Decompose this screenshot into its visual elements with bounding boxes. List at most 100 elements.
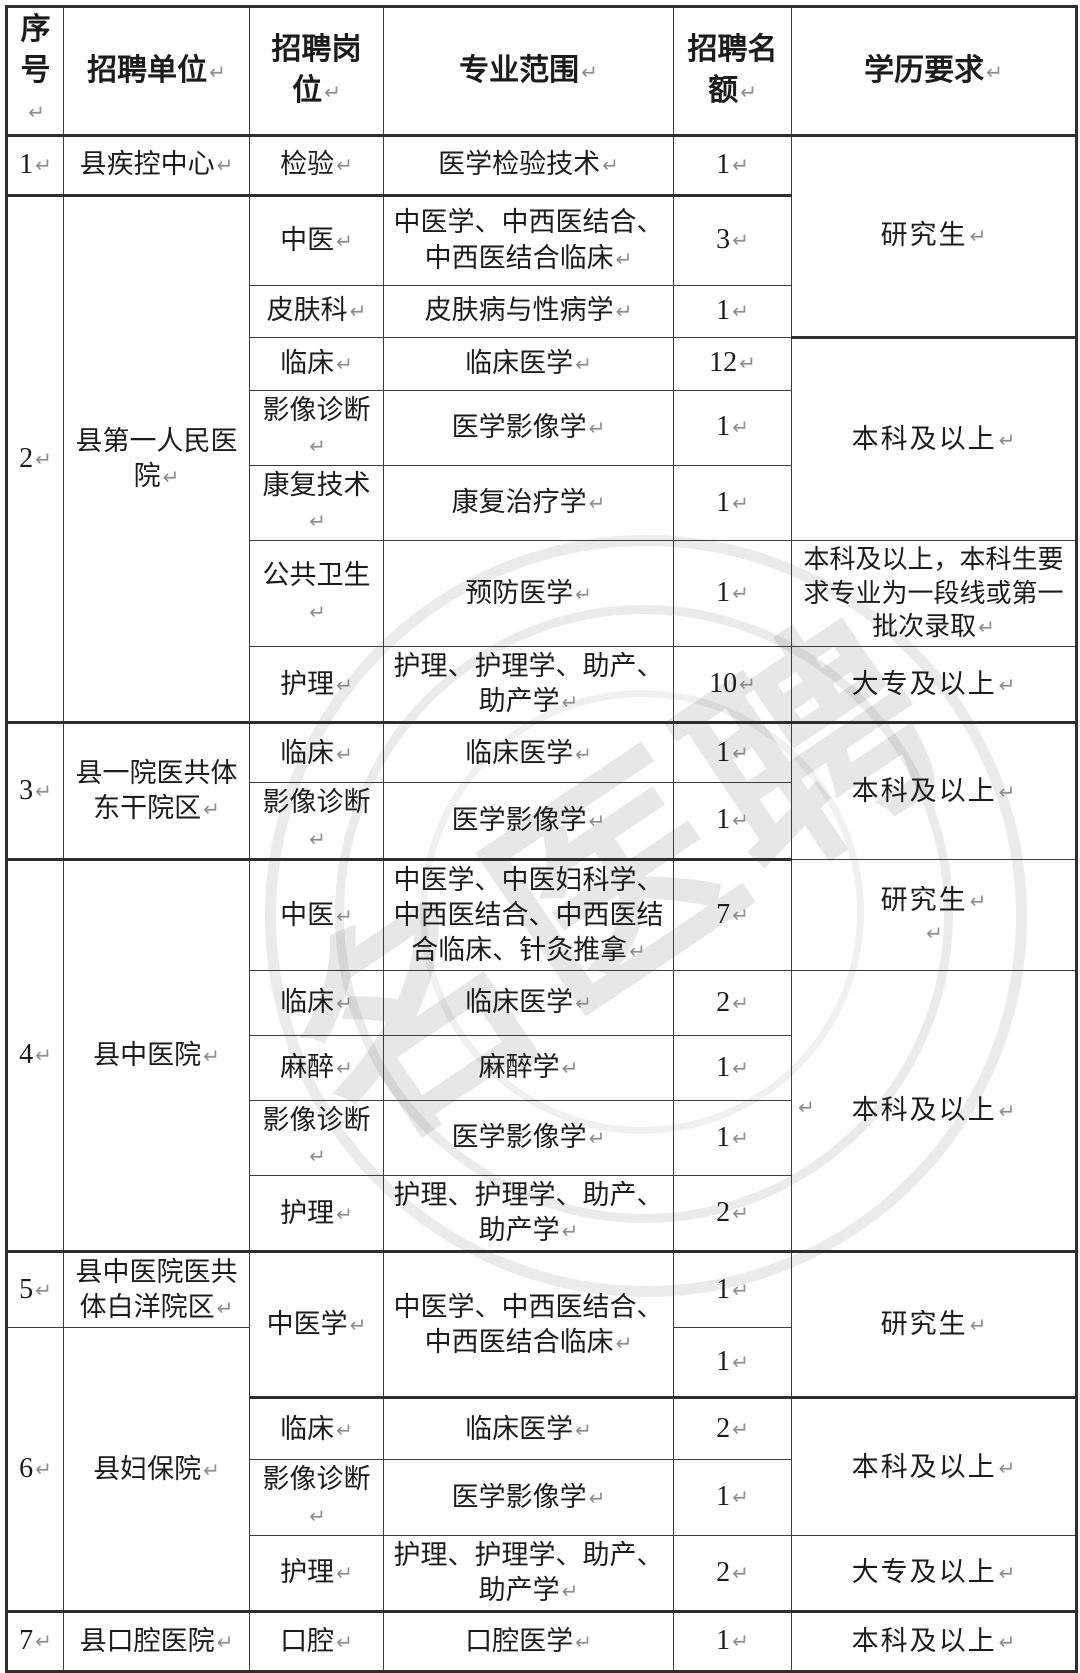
return-mark: ↵: [998, 672, 1016, 697]
quota-cell: 1 ↵: [673, 722, 792, 784]
quota-cell: 1 ↵: [673, 1459, 792, 1536]
return-mark: ↵: [732, 741, 749, 766]
unit-cell: 县中医院 ↵: [63, 858, 250, 1254]
cell-text: 临床: [280, 737, 335, 768]
table-row: 护理 ↵ 护理、护理学、助产、助产学 ↵ 10 ↵ 大专及以上 ↵: [7, 646, 1077, 725]
requirement-cell: 研究生 ↵: [791, 134, 1077, 339]
requirement-cell: 本科及以上 ↵: [791, 722, 1077, 860]
cell-text: 1: [716, 1481, 731, 1513]
quota-cell: 2 ↵: [673, 1175, 792, 1254]
return-mark: ↵: [35, 1043, 52, 1068]
cell-text: 预防医学: [465, 578, 574, 609]
cell-text: 本科及以上: [851, 1625, 997, 1656]
return-mark: ↵: [732, 1560, 749, 1585]
cell-text: 招聘名额: [687, 33, 778, 107]
cell-text: 研究生: [880, 885, 968, 916]
cell-text: 影像诊断: [262, 1464, 371, 1495]
table-header-row: 序号↵ 招聘单位 ↵ 招聘岗位 ↵ 专业范围 ↵ 招聘名额 ↵ 学历要求 ↵: [6, 6, 1077, 137]
cell-text: 中医学、中西医结合、中西医结合临床: [393, 207, 664, 273]
position-cell: 临床 ↵: [249, 969, 384, 1036]
cell-text: 2: [19, 442, 34, 474]
return-mark: ↵: [732, 490, 749, 515]
cell-text: 皮肤病与性病学: [424, 295, 614, 326]
return-mark: ↵: [309, 826, 326, 851]
position-cell: 影像诊断 ↵: [249, 782, 384, 861]
majors-cell: 预防医学 ↵: [383, 539, 674, 648]
page: 名医聘 序号↵ 招聘单位 ↵ 招聘岗位 ↵ 专业范围 ↵ 招聘名额 ↵ 学历要求 ↵ 1 ↵…: [5, 5, 1078, 1673]
header-education-requirement: 学历要求 ↵: [791, 6, 1077, 137]
cell-text: 本科及以上: [851, 776, 997, 806]
return-mark: ↵: [35, 1278, 52, 1303]
return-mark: ↵: [35, 1629, 52, 1654]
return-mark: ↵: [739, 672, 756, 697]
return-mark: ↵: [615, 1330, 633, 1355]
cell-text: 本科及以上: [851, 423, 997, 454]
cell-text: 4: [19, 1039, 34, 1071]
return-mark: ↵: [336, 153, 353, 178]
majors-cell: 护理、护理学、助产、助产学 ↵: [383, 1175, 674, 1254]
cell-text: 县中医院: [93, 1039, 202, 1070]
return-mark: ↵: [581, 59, 598, 84]
majors-cell: 皮肤病与性病学 ↵: [383, 284, 674, 338]
header-quota: 招聘名额 ↵: [673, 6, 792, 137]
return-mark: ↵: [575, 582, 592, 607]
return-mark: ↵: [309, 1503, 326, 1528]
cell-text: 康复治疗学: [451, 487, 587, 518]
cell-text: 医学影像学: [451, 805, 587, 835]
return-mark: ↵: [349, 1313, 367, 1338]
return-mark: ↵: [732, 990, 749, 1015]
serial-cell: 5 ↵: [6, 1251, 64, 1329]
cell-text: 12: [709, 347, 738, 379]
cell-text: 医学影像学: [451, 1122, 587, 1153]
return-mark: ↵: [615, 246, 633, 271]
return-mark: ↵: [336, 903, 353, 928]
return-mark: ↵: [588, 1126, 606, 1151]
position-cell: 康复技术 ↵: [249, 464, 384, 541]
cell-text: 县疾控中心: [79, 149, 215, 180]
quota-cell: 1 ↵: [673, 1327, 792, 1400]
serial-cell: 6 ↵: [6, 1327, 64, 1613]
quota-cell: 12 ↵: [673, 336, 792, 391]
return-mark: ↵: [309, 1144, 326, 1169]
return-mark: ↵: [575, 351, 592, 376]
cell-text: 临床: [280, 1413, 335, 1444]
return-mark: ↵: [998, 780, 1016, 804]
requirement-cell: 大专及以上 ↵: [791, 646, 1077, 725]
quota-cell: 1 ↵: [673, 1034, 792, 1101]
table-row: 临床 ↵ 临床医学 ↵ 12 ↵ 本科及以上 ↵: [7, 336, 1077, 541]
return-mark: ↵: [35, 446, 52, 471]
return-mark: ↵: [732, 1055, 749, 1080]
cell-text: 专业范围: [459, 53, 580, 87]
return-mark: ↵: [978, 615, 995, 640]
return-mark: ↵: [739, 351, 756, 376]
table-row: 影像诊断↵ 医学影像学 ↵ 1 ↵: [7, 782, 1077, 861]
return-mark: ↵: [309, 599, 326, 624]
position-cell: 口腔 ↵: [249, 1610, 384, 1672]
cell-text: 护理、护理学、助产、助产学: [393, 651, 664, 717]
cell-text: 护理、护理学、助产、助产学: [393, 1180, 664, 1246]
majors-cell: 麻醉学 ↵: [383, 1034, 674, 1101]
cell-text: 大专及以上: [851, 1557, 997, 1588]
return-mark: ↵: [732, 1417, 749, 1442]
return-mark: ↵: [309, 508, 326, 533]
return-mark: ↵: [969, 224, 987, 249]
position-cell: 临床 ↵: [249, 722, 384, 784]
cell-text: 医学检验技术: [438, 149, 601, 180]
quota-cell: 1 ↵: [673, 1251, 792, 1329]
position-cell: 临床 ↵: [249, 336, 384, 391]
serial-cell: 3 ↵: [6, 722, 64, 861]
cell-text: 本科及以上: [851, 1095, 997, 1126]
return-mark: ↵: [732, 298, 749, 323]
return-mark: ↵: [969, 889, 987, 914]
return-mark: ↵: [986, 59, 1003, 84]
cell-text: 学历要求: [864, 53, 985, 87]
cell-text: 中医学、中西医结合、中西医结合临床: [393, 1291, 664, 1357]
cell-text: 皮肤科: [266, 295, 348, 326]
position-cell: 麻醉 ↵: [249, 1034, 384, 1101]
return-mark: ↵: [998, 1629, 1016, 1654]
return-mark: ↵: [732, 1485, 749, 1510]
cell-text: 影像诊断: [262, 787, 371, 818]
header-position: 招聘岗位 ↵: [249, 6, 384, 137]
position-cell: 皮肤科 ↵: [249, 284, 384, 338]
position-cell: 影像诊断 ↵: [249, 1459, 384, 1536]
